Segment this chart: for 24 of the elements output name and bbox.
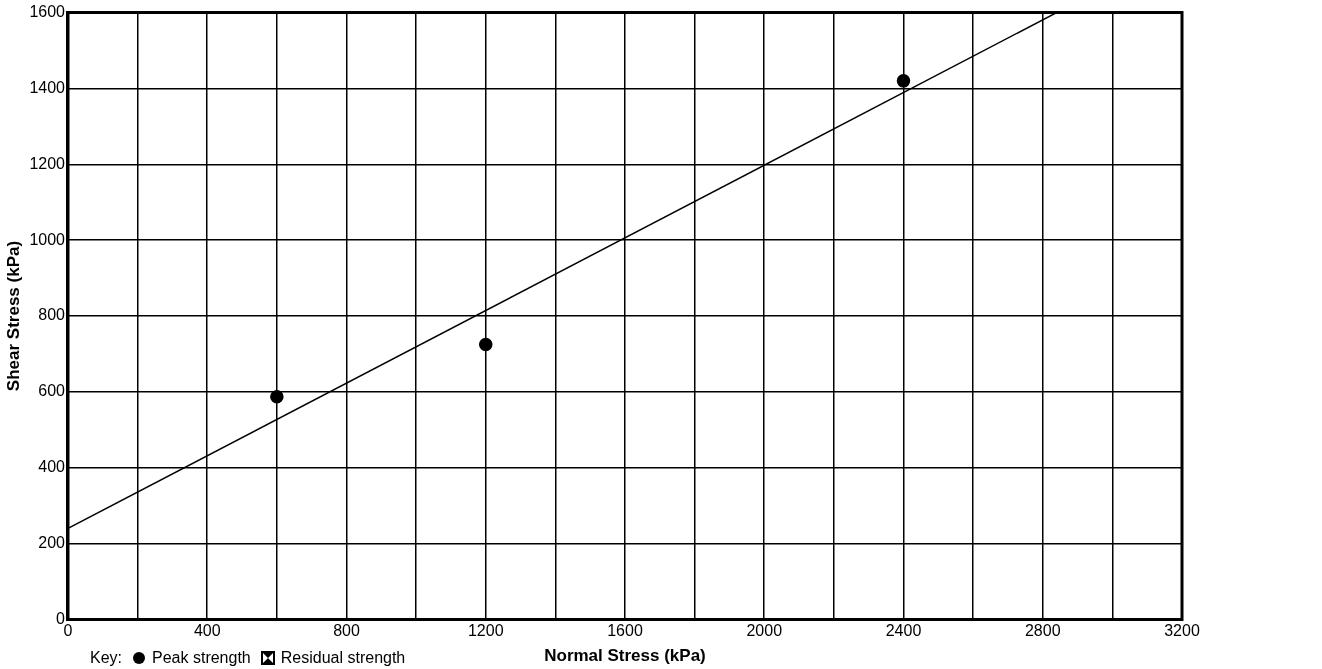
point [896,74,911,88]
legend-title: Key: [90,649,123,667]
x-tick-label: 2000 [746,622,783,640]
y-axis-title: Shear Stress (kPa) [3,240,23,392]
x-tick-label: 1600 [607,622,643,640]
x-tick-label: 1200 [467,622,504,640]
x-tick-label: 2400 [885,622,922,640]
x-tick-label: 2800 [1024,622,1061,640]
x-axis-title: Normal Stress (kPa) [544,646,706,666]
legend-label: Peak strength [152,649,251,667]
y-tick-label: 1200 [29,154,66,172]
y-tick-label: 1400 [29,78,66,96]
y-tick-label: 200 [38,533,66,551]
y-tick-label: 800 [38,306,66,324]
point [479,337,493,352]
legend-label: Residual strength [280,649,406,667]
y-tick-label: 600 [38,382,66,400]
y-tick-label: 400 [38,458,66,476]
x-tick-label: 400 [193,622,221,640]
y-tick-label: 1000 [29,230,66,248]
y-tick-label: 1600 [29,3,66,21]
x-tick-label: 800 [333,622,360,640]
point [270,390,284,404]
x-tick-label: 3200 [1164,622,1200,640]
